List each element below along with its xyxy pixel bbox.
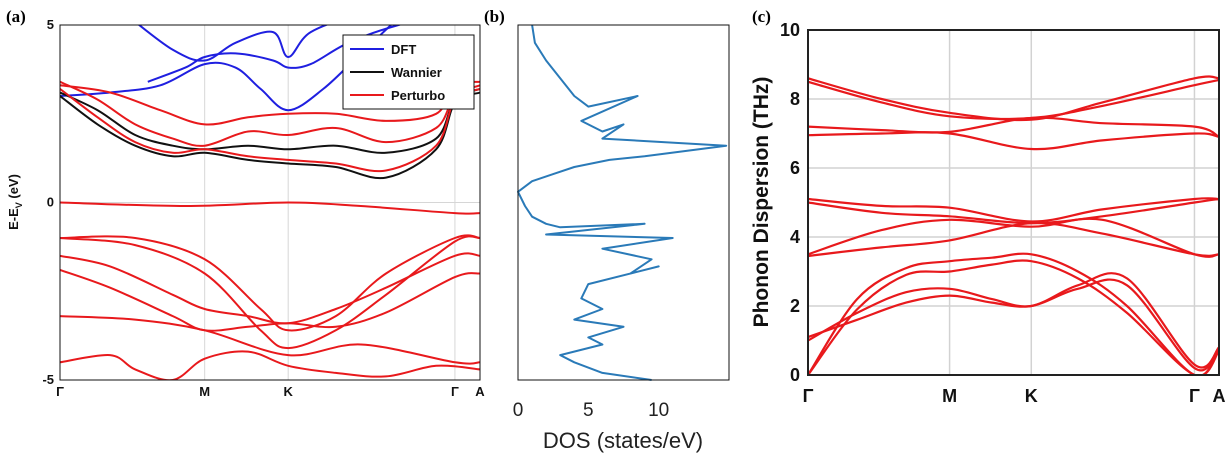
a-legend-label-dft: DFT: [391, 42, 416, 57]
a-y-tick-label-2: 5: [47, 17, 54, 32]
b-x-tick-label-2: 10: [648, 400, 669, 421]
b-x-tick-label-0: 0: [513, 400, 524, 421]
c-y-tick-label-2: 4: [790, 227, 800, 247]
a-perturbo-line-9: [60, 350, 480, 380]
a-legend-label-wannier: Wannier: [391, 65, 442, 80]
c-x-tick-label-4: A: [1213, 386, 1226, 406]
a-wannier-line-0: [60, 91, 480, 180]
a-perturbo-line-8: [60, 315, 480, 365]
c-phonon-branch-3: [808, 131, 1219, 151]
c-phonon-branch-7: [808, 221, 1219, 258]
c-phonon-branch-4: [808, 197, 1219, 223]
c-x-tick-label-2: K: [1025, 386, 1038, 406]
panel-a: Γ M K Γ A -5 0 5 E-EV (eV) DFT Wannier Perturbo: [6, 17, 485, 399]
b-x-axis-label: DOS (states/eV): [543, 428, 703, 453]
a-y-axis-label: E-EV (eV): [6, 174, 24, 230]
b-ticks: 0 5 10: [513, 400, 670, 421]
c-x-tick-label-1: M: [942, 386, 957, 406]
a-perturbo-line-1: [60, 80, 480, 147]
c-y-tick-label-3: 6: [790, 158, 800, 178]
c-phonon-branch-0: [808, 75, 1219, 122]
panel-label-b: (b): [484, 7, 505, 26]
b-plot-frame: [517, 24, 730, 381]
a-perturbo-line-5: [60, 235, 480, 350]
c-x-tick-label-3: Γ: [1189, 386, 1200, 406]
c-y-tick-label-4: 8: [790, 89, 800, 109]
c-x-tick-label-0: Γ: [803, 386, 814, 406]
panel-b: 0 5 10 DOS (states/eV): [513, 24, 730, 453]
c-y-tick-label-5: 10: [780, 20, 800, 40]
a-perturbo-line-6: [60, 252, 480, 325]
a-series: [60, 25, 480, 380]
a-perturbo-line-4: [60, 234, 480, 332]
c-plot-frame: [807, 29, 1220, 376]
c-y-axis-label: Phonon Dispersion (THz): [750, 77, 773, 328]
a-perturbo-line-3: [60, 201, 480, 215]
a-ticks: Γ M K Γ A -5 0 5: [42, 17, 485, 399]
a-wannier-line-1: [60, 87, 480, 154]
a-perturbo-line-0: [60, 87, 480, 173]
c-series: [808, 75, 1219, 375]
a-x-tick-label-0: Γ: [56, 384, 64, 399]
a-perturbo-line-7: [60, 268, 480, 332]
a-x-tick-label-2: K: [283, 384, 293, 399]
a-y-tick-label-0: -5: [42, 372, 54, 387]
a-plot-frame: [59, 24, 481, 381]
a-dft-line-1: [60, 25, 393, 112]
b-dos-line: [517, 24, 728, 381]
b-series: [517, 24, 728, 381]
a-dft-line-0: [137, 25, 329, 62]
c-y-tick-label-0: 0: [790, 365, 800, 385]
b-x-tick-label-1: 5: [583, 400, 594, 421]
a-legend-label-perturbo: Perturbo: [391, 88, 445, 103]
c-y-tick-label-1: 2: [790, 296, 800, 316]
a-dft-line-2: [147, 25, 403, 83]
a-x-tick-label-4: A: [475, 384, 485, 399]
a-y-tick-label-1: 0: [47, 195, 54, 210]
a-legend: DFT Wannier Perturbo: [342, 34, 475, 110]
c-phonon-branch-11: [808, 278, 1219, 372]
c-phonon-branch-2: [808, 116, 1219, 138]
c-phonon-branch-9: [808, 259, 1219, 375]
c-phonon-branch-8: [808, 252, 1219, 375]
panel-label-c: (c): [752, 7, 771, 26]
panel-label-a: (a): [6, 7, 26, 26]
a-x-tick-label-1: M: [199, 384, 210, 399]
a-x-tick-label-3: Γ: [451, 384, 459, 399]
